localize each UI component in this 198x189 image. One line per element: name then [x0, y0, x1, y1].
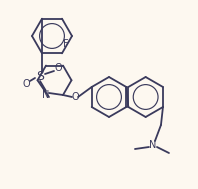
Text: S: S — [36, 70, 44, 83]
Text: O: O — [54, 63, 62, 73]
Text: F: F — [63, 39, 69, 49]
Text: O: O — [71, 92, 79, 102]
Text: N: N — [149, 140, 157, 150]
Text: O: O — [22, 79, 30, 89]
Text: N: N — [42, 90, 50, 100]
